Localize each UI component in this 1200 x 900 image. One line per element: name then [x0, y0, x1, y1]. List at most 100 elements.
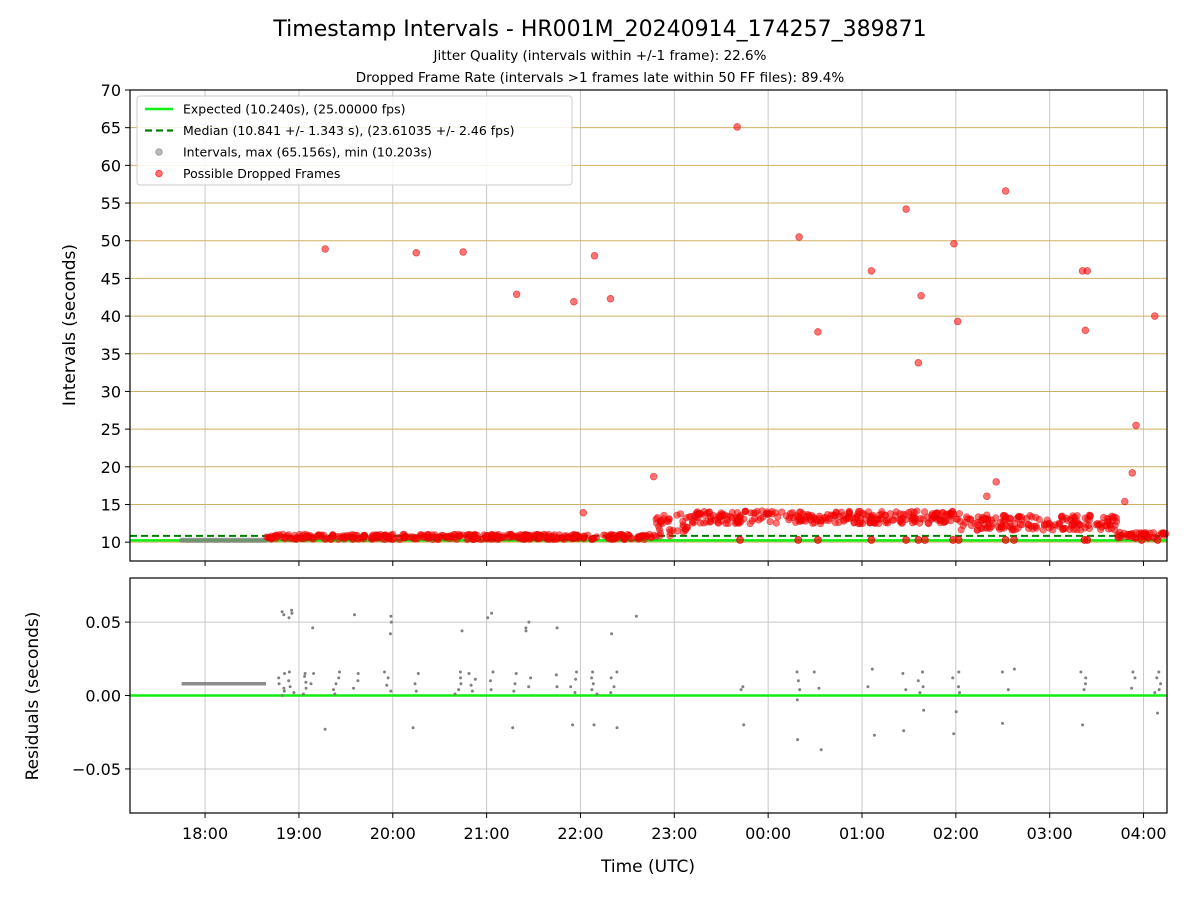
residual-point [954, 710, 958, 714]
residual-point [957, 670, 961, 674]
residual-point [488, 679, 492, 683]
dropped-frame-point [1127, 531, 1135, 540]
dropped-frame-point [522, 532, 531, 540]
dropped-frame-point [628, 534, 636, 543]
residual-point [312, 672, 316, 675]
residual-point [287, 670, 291, 674]
residual-point [1153, 691, 1157, 695]
residual-point [1012, 667, 1016, 671]
legend-label-expected: Expected (10.240s), (25.00000 fps) [183, 102, 405, 117]
dropped-frame-point [854, 507, 863, 516]
residual-point [1155, 676, 1159, 680]
residual-point [615, 670, 619, 674]
residual-point [301, 692, 305, 696]
dropped-frame-point [722, 519, 730, 527]
residual-point [356, 679, 360, 683]
residual-point [872, 733, 876, 737]
intervals-y-tick-label: 15 [101, 495, 121, 514]
dropped-frame-point [938, 509, 947, 517]
dropped-frame-outlier [950, 239, 958, 248]
residual-point [569, 685, 573, 689]
dropped-frame-point [715, 512, 723, 520]
dropped-frame-point [1059, 525, 1067, 534]
residual-point [469, 683, 473, 687]
residual-point [304, 686, 308, 690]
dropped-frame-point [794, 536, 802, 544]
dropped-frame-point [360, 532, 369, 541]
residual-point [595, 692, 599, 696]
dropped-frame-point [638, 532, 646, 540]
residual-point [1079, 670, 1083, 674]
residual-point [333, 692, 337, 696]
residual-point [1157, 670, 1161, 674]
legend-swatch-intervals [155, 148, 163, 156]
dropped-frame-point [580, 532, 589, 541]
x-tick-label: 20:00 [370, 824, 416, 843]
residual-point [866, 685, 870, 689]
residual-point [901, 672, 905, 675]
residual-point [1001, 721, 1004, 725]
residual-point [590, 676, 594, 680]
dropped-frame-point [700, 508, 708, 516]
dropped-frame-point [1000, 524, 1008, 532]
x-tick-label: 23:00 [651, 824, 697, 843]
dropped-frame-point [395, 533, 403, 542]
dropped-frame-point [1083, 536, 1092, 544]
residual-point [739, 688, 743, 692]
dropped-frame-outlier [1151, 312, 1159, 320]
dropped-frame-point [665, 525, 674, 534]
dropped-frame-point [772, 519, 780, 527]
residuals-y-ticks: −0.05 0.00 0.05 [72, 613, 130, 779]
dropped-frame-point [916, 514, 925, 523]
dropped-frame-point [1010, 536, 1018, 544]
dropped-frame-point [845, 514, 854, 523]
dropped-frame-point [751, 509, 760, 517]
dropped-frame-point [432, 533, 440, 542]
residual-point [529, 676, 533, 680]
residual-point [416, 672, 420, 675]
dropped-frame-point [728, 514, 736, 522]
legend-label-dropped: Possible Dropped Frames [183, 166, 340, 181]
dropped-frame-point [665, 515, 673, 523]
dropped-frame-point [509, 533, 517, 541]
dropped-frame-outlier [606, 294, 615, 303]
residual-point [798, 688, 802, 692]
dropped-frame-outlier [1083, 267, 1091, 275]
dropped-frame-point [315, 532, 323, 540]
dropped-frame-point [924, 519, 933, 528]
x-tick-label: 18:00 [182, 824, 228, 843]
intervals-y-tick-label: 55 [101, 194, 121, 213]
dropped-frame-point [706, 517, 715, 525]
residual-point [958, 691, 961, 695]
dropped-frame-point [856, 518, 864, 526]
residuals-y-tick-label: 0.05 [85, 613, 121, 632]
dropped-frame-point [899, 510, 907, 518]
dropped-frame-outlier [953, 317, 962, 326]
dropped-frame-point [1070, 525, 1078, 534]
residual-point [411, 726, 415, 730]
dropped-frame-point [1137, 536, 1146, 544]
residual-point [1006, 688, 1010, 692]
intervals-y-tick-label: 65 [101, 119, 121, 138]
dropped-frame-point [785, 513, 794, 522]
residual-point [457, 688, 461, 692]
dropped-frame-point [1153, 536, 1162, 544]
residual-point [918, 691, 922, 695]
residual-point [554, 673, 558, 677]
residual-point [634, 614, 638, 618]
dropped-frame-point [721, 511, 729, 519]
residual-point [303, 674, 307, 678]
residual-point [388, 632, 392, 636]
residual-point [951, 676, 955, 680]
dropped-frame-point [831, 518, 839, 527]
dropped-frame-outlier [795, 233, 803, 241]
residual-point [1156, 711, 1159, 715]
dropped-frame-point [1011, 525, 1019, 534]
residual-point [287, 679, 291, 683]
dropped-frame-point [609, 535, 618, 543]
intervals-data [179, 123, 1170, 544]
dropped-frame-point [1104, 518, 1112, 526]
residual-point [573, 691, 577, 695]
residual-point [904, 688, 908, 692]
residual-point [812, 670, 816, 674]
